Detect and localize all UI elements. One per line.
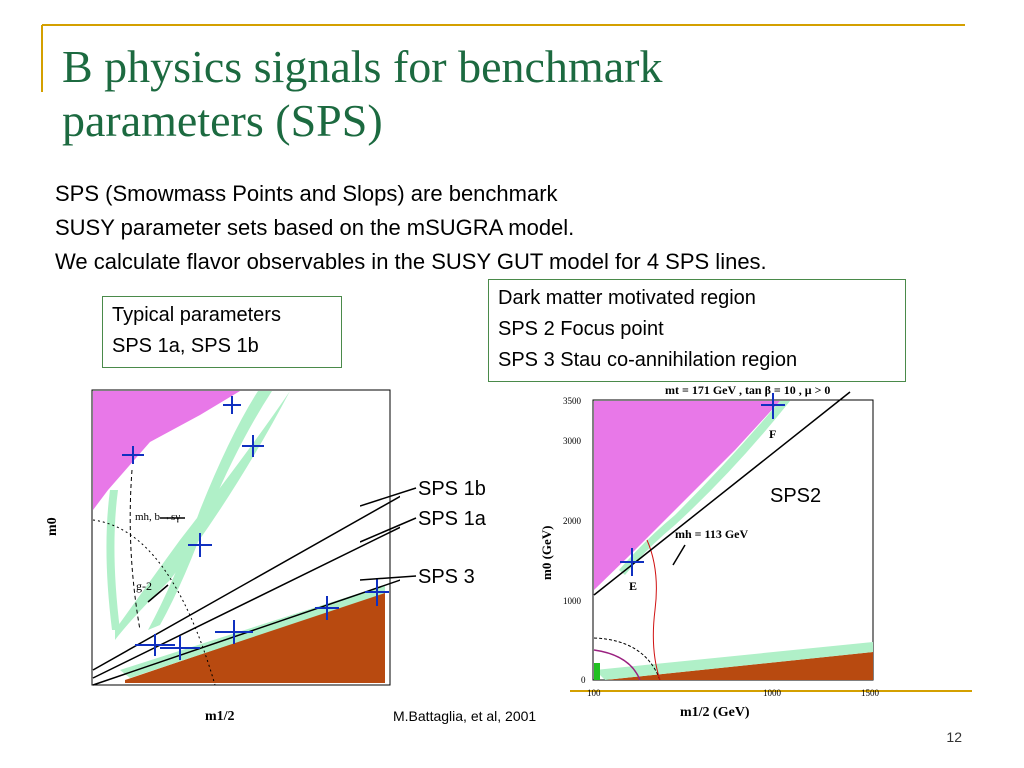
intro-text: SPS (Smowmass Points and Slops) are benc… bbox=[55, 177, 767, 279]
right-green-strip bbox=[595, 642, 873, 680]
left-marker bbox=[223, 396, 241, 414]
left-magenta-region bbox=[93, 391, 240, 510]
arrow-sps1a bbox=[360, 517, 417, 543]
right-xlabel: m1/2 (GeV) bbox=[680, 705, 750, 720]
right-ytick: 2000 bbox=[563, 516, 582, 526]
left-ylabel: m0 bbox=[45, 517, 60, 536]
right-contour-1 bbox=[593, 637, 661, 681]
box-dark-line-1: Dark matter motivated region bbox=[498, 287, 756, 309]
right-xtick: 1500 bbox=[861, 688, 880, 698]
right-mh-red-curve bbox=[646, 539, 661, 681]
box-typical-line-1: Typical parameters bbox=[112, 304, 281, 326]
right-marker-E bbox=[620, 548, 644, 576]
box-dark-line-3: SPS 3 Stau co-annihilation region bbox=[498, 349, 798, 371]
left-annot-mh: mh, b→sγ bbox=[135, 511, 180, 523]
left-green-band-3 bbox=[106, 490, 120, 630]
right-ytick: 0 bbox=[581, 675, 586, 685]
label-sps3: SPS 3 bbox=[418, 566, 475, 588]
page-number: 12 bbox=[946, 729, 962, 745]
right-xtick: 100 bbox=[587, 688, 601, 698]
left-xlabel: m1/2 bbox=[205, 709, 235, 724]
left-green-band-2 bbox=[148, 391, 272, 630]
label-arrows bbox=[360, 487, 417, 581]
intro-line-3: We calculate flavor observables in the S… bbox=[55, 249, 767, 274]
left-marker bbox=[315, 596, 339, 620]
box-dark-matter: Dark matter motivated region SPS 2 Focus… bbox=[488, 279, 906, 382]
right-contour-2 bbox=[593, 649, 641, 681]
left-sps-plot: mh, b→sγ g-2 m0 m1/2 bbox=[45, 389, 400, 724]
left-marker bbox=[215, 620, 253, 644]
left-marker bbox=[242, 435, 264, 457]
intro-line-1: SPS (Smowmass Points and Slops) are benc… bbox=[55, 181, 558, 206]
slide-title: B physics signals for benchmark paramete… bbox=[62, 40, 962, 148]
label-sps2: SPS2 bbox=[770, 485, 822, 507]
intro-line-2: SUSY parameter sets based on the mSUGRA … bbox=[55, 215, 575, 240]
right-sps2-plot: mt = 171 GeV , tan β = 10 , μ > 0 F E mh… bbox=[539, 383, 880, 720]
label-sps1a: SPS 1a bbox=[418, 508, 486, 530]
box-typical-line-2: SPS 1a, SPS 1b bbox=[112, 335, 259, 357]
right-ytick: 1000 bbox=[563, 596, 582, 606]
left-brown-region bbox=[125, 592, 385, 683]
left-marker bbox=[188, 533, 212, 557]
right-xtick: 1000 bbox=[763, 688, 782, 698]
left-marker bbox=[365, 578, 389, 606]
left-annot-g2: g-2 bbox=[136, 579, 152, 593]
left-g2-dashed-curve bbox=[92, 519, 216, 686]
right-marker-F bbox=[761, 393, 785, 419]
left-marker bbox=[160, 636, 200, 660]
left-line-sps1a bbox=[92, 526, 400, 679]
arrow-sps1b bbox=[360, 487, 417, 507]
right-annot-mh-arrow bbox=[672, 544, 686, 566]
arrow-sps3 bbox=[360, 575, 417, 581]
right-point-E: E bbox=[629, 579, 637, 593]
right-ylabel: m0 (GeV) bbox=[539, 525, 554, 580]
right-point-F: F bbox=[769, 427, 776, 441]
right-ytick: 3000 bbox=[563, 436, 582, 446]
right-green-patch bbox=[594, 663, 600, 680]
right-ytick: 3500 bbox=[563, 396, 582, 406]
left-line-sps1b bbox=[92, 495, 400, 671]
box-dark-line-2: SPS 2 Focus point bbox=[498, 318, 664, 340]
title-line-2: parameters (SPS) bbox=[62, 95, 383, 146]
left-annot-g2-arrow bbox=[147, 584, 169, 603]
label-sps1b: SPS 1b bbox=[418, 478, 486, 500]
left-marker bbox=[122, 446, 144, 464]
left-marker bbox=[135, 634, 175, 656]
right-annot-mh: mh = 113 GeV bbox=[675, 527, 749, 541]
right-top-label: mt = 171 GeV , tan β = 10 , μ > 0 bbox=[665, 383, 830, 397]
left-mh-dashed-curve bbox=[129, 469, 141, 631]
right-green-band bbox=[619, 401, 790, 575]
title-line-1: B physics signals for benchmark bbox=[62, 41, 663, 92]
box-typical-parameters: Typical parameters SPS 1a, SPS 1b bbox=[102, 296, 342, 368]
right-magenta-region bbox=[594, 401, 780, 590]
left-line-sps3 bbox=[92, 579, 400, 686]
citation: M.Battaglia, et al, 2001 bbox=[393, 708, 537, 724]
